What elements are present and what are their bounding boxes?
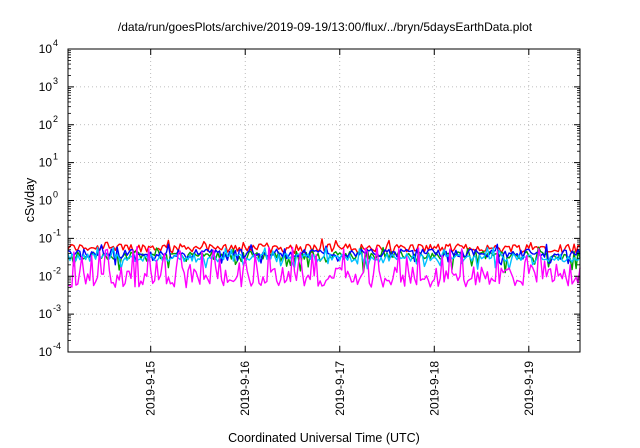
y-tick-label: 10	[39, 194, 53, 208]
y-tick-exponent: -3	[53, 303, 61, 313]
x-tick-label: 2019-9-18	[427, 361, 441, 416]
series-group	[67, 238, 581, 289]
y-tick-exponent: -4	[53, 341, 61, 351]
series-line	[67, 246, 581, 270]
y-tick-exponent: 2	[53, 114, 58, 124]
y-tick-label: 10	[39, 269, 53, 283]
x-tick-label: 2019-9-15	[144, 361, 158, 416]
y-tick-exponent: 0	[53, 190, 58, 200]
y-tick-exponent: -2	[53, 265, 61, 275]
y-tick-exponent: 4	[53, 38, 58, 48]
y-axis-label: cSv/day	[23, 177, 37, 222]
chart-title: /data/run/goesPlots/archive/2019-09-19/1…	[118, 20, 533, 34]
x-axis-ticks: 2019-9-15 2019-9-16 2019-9-17 2019-9-18 2019…	[144, 49, 536, 416]
y-tick-exponent: -1	[53, 227, 61, 237]
y-tick-exponent: 3	[53, 76, 58, 86]
y-tick-label: 10	[39, 307, 53, 321]
series-line	[67, 238, 581, 255]
y-tick-label: 10	[39, 156, 53, 170]
x-tick-label: 2019-9-19	[522, 361, 536, 416]
x-tick-label: 2019-9-16	[238, 361, 252, 416]
y-tick-label: 10	[39, 118, 53, 132]
y-tick-label: 10	[39, 42, 53, 56]
y-tick-exponent: 1	[53, 152, 58, 162]
grid-lines	[68, 49, 580, 352]
y-tick-label: 10	[39, 231, 53, 245]
y-tick-label: 10	[39, 80, 53, 94]
x-axis-label: Coordinated Universal Time (UTC)	[228, 431, 420, 445]
x-tick-label: 2019-9-17	[333, 361, 347, 416]
series-line	[67, 246, 581, 289]
y-tick-label: 10	[39, 345, 53, 359]
